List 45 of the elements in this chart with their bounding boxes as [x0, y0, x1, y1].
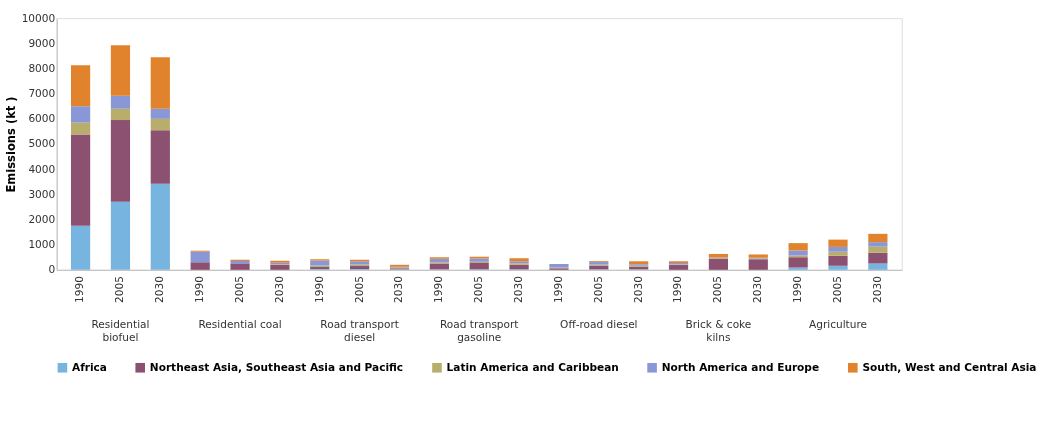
- y-tick-label: 0: [48, 263, 56, 276]
- legend-label: Africa: [72, 360, 107, 373]
- x-tick-label: 2030: [511, 275, 524, 303]
- y-tick-label: 3000: [28, 187, 56, 200]
- x-tick-label: 1990: [432, 275, 445, 303]
- legend-label: North America and Europe: [661, 360, 820, 373]
- y-tick-label: 8000: [28, 61, 56, 74]
- text: Agriculture: [809, 318, 868, 331]
- x-tick-label: 2005: [352, 276, 365, 303]
- x-tick-label: 1990: [791, 275, 804, 303]
- x-tick-label: 2005: [472, 276, 485, 303]
- y-tick-label: 9000: [28, 36, 56, 49]
- y-tick-label: 6000: [28, 112, 56, 125]
- y-tick-label: 10000: [21, 11, 56, 24]
- y-axis-title: Emissions (kt ): [3, 96, 18, 193]
- x-tick-label: 2005: [711, 276, 724, 303]
- x-tick-label: 1990: [551, 275, 564, 303]
- y-tick-label: 1000: [28, 238, 56, 251]
- x-tick-label: 2005: [591, 276, 604, 303]
- text: Road transport gasoline: [439, 318, 519, 343]
- legend-label: Latin America and Caribbean: [446, 360, 619, 373]
- x-tick-label: 1990: [193, 275, 206, 303]
- x-tick-label: 2005: [830, 276, 843, 303]
- y-tick-label: 5000: [28, 137, 56, 150]
- text: Off-road diesel: [560, 318, 638, 331]
- x-tick-label: 1990: [312, 275, 325, 303]
- text: Residential coal: [198, 318, 282, 331]
- x-tick-label: 2030: [631, 275, 644, 303]
- text: Residential biofuel: [91, 318, 150, 343]
- x-tick-label: 2005: [232, 276, 245, 303]
- text: Brick & coke kilns: [685, 318, 752, 343]
- x-tick-label: 2030: [392, 275, 405, 303]
- y-tick-label: 2000: [28, 212, 56, 225]
- x-tick-label: 2030: [272, 275, 285, 303]
- x-tick-label: 2030: [751, 275, 764, 303]
- x-tick-label: 1990: [73, 275, 86, 303]
- y-tick-label: 4000: [28, 162, 56, 175]
- y-tick-label: 7000: [28, 87, 56, 100]
- x-tick-label: 2030: [870, 275, 883, 303]
- x-tick-label: 2005: [113, 276, 126, 303]
- legend-label: Northeast Asia, Southeast Asia and Pacific: [149, 360, 404, 373]
- legend-label: South, West and Central Asia: [862, 360, 1037, 373]
- x-tick-label: 2030: [153, 275, 166, 303]
- text: Road transport diesel: [320, 318, 399, 343]
- x-tick-label: 1990: [671, 275, 684, 303]
